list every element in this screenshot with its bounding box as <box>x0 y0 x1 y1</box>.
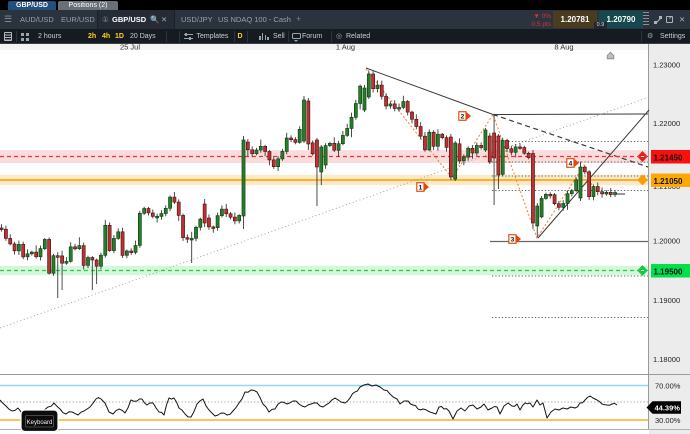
svg-text:3: 3 <box>511 236 515 243</box>
svg-text:30.00%: 30.00% <box>655 416 681 425</box>
svg-text:Keyboard: Keyboard <box>27 420 53 426</box>
svg-text:2: 2 <box>461 113 465 120</box>
svg-text:1 Aug: 1 Aug <box>336 43 355 52</box>
svg-text:44.39%: 44.39% <box>655 403 681 412</box>
svg-text:25 Jul: 25 Jul <box>120 43 140 52</box>
svg-text:4: 4 <box>569 160 573 167</box>
svg-text:1.23000: 1.23000 <box>653 61 680 70</box>
svg-text:1.21450: 1.21450 <box>654 154 683 163</box>
svg-text:1.21050: 1.21050 <box>654 177 683 186</box>
svg-text:1.20000: 1.20000 <box>653 237 680 246</box>
svg-text:1.22000: 1.22000 <box>653 119 680 128</box>
svg-text:1.19500: 1.19500 <box>654 268 683 277</box>
svg-text:70.00%: 70.00% <box>655 382 681 391</box>
svg-text:1.19000: 1.19000 <box>653 296 680 305</box>
svg-text:1: 1 <box>419 184 423 191</box>
svg-text:8 Aug: 8 Aug <box>554 43 573 52</box>
svg-text:1.18000: 1.18000 <box>653 355 680 364</box>
